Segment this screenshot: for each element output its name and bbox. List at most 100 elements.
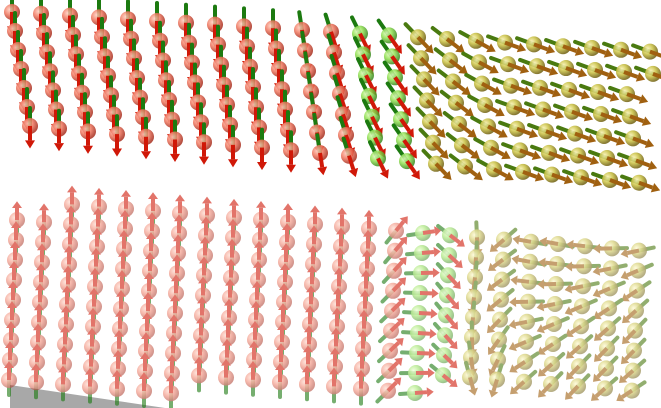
arrow-shaft [624, 349, 636, 361]
arrow-head [85, 367, 95, 375]
arrow-head [198, 276, 208, 284]
arrow-head [537, 279, 545, 290]
arrow-head [592, 288, 601, 298]
arrow-shaft [364, 74, 375, 90]
arrow-shaft [629, 114, 645, 124]
arrow-head [169, 314, 179, 322]
spin [399, 365, 435, 381]
spin [404, 265, 440, 281]
arrow-head [554, 109, 565, 120]
arrow-head [361, 269, 371, 277]
arrow-head [486, 303, 495, 312]
arrow-shaft [490, 298, 503, 309]
arrow-head [251, 301, 261, 308]
arrow-head [112, 148, 122, 157]
arrow-shaft [539, 85, 555, 95]
arrow-head [405, 128, 414, 138]
spin [421, 148, 452, 181]
arrow-head [488, 368, 498, 377]
arrow-head [564, 283, 573, 294]
arrow-head [119, 230, 129, 237]
arrow-shaft [454, 101, 469, 114]
arrow-head [140, 352, 150, 359]
arrow-shaft [434, 162, 448, 176]
spin [394, 144, 420, 180]
spin [379, 297, 406, 324]
arrow-head [332, 307, 342, 315]
arrow-shaft [542, 302, 556, 309]
spin [553, 103, 594, 122]
spin [138, 116, 154, 160]
arrow-shaft [570, 284, 584, 291]
arrow-head [146, 232, 156, 239]
arrow-shaft [344, 134, 353, 150]
arrow-shaft [493, 238, 506, 249]
spin [55, 365, 71, 402]
arrow-head [449, 340, 458, 350]
spin [436, 68, 471, 96]
arrow-head [170, 294, 180, 302]
arrow-shaft [569, 364, 581, 377]
arrow-shaft [448, 233, 461, 245]
spin [492, 77, 533, 96]
arrow-head [257, 162, 267, 171]
spin [620, 337, 647, 365]
arrow-head [121, 190, 131, 197]
arrow-shaft [386, 380, 398, 393]
arrow-shaft [478, 60, 493, 71]
arrow-head [25, 140, 35, 149]
spin [464, 72, 502, 95]
arrow-shaft [484, 103, 499, 114]
spin [510, 369, 538, 395]
arrow-head [467, 128, 477, 138]
arrow-head [307, 265, 317, 273]
arrow-head [8, 281, 18, 288]
arrow-head [336, 227, 346, 235]
arrow-head [396, 65, 405, 75]
arrow-head [331, 327, 341, 335]
spin [433, 47, 468, 74]
spin [489, 55, 530, 74]
spin [194, 296, 210, 333]
arrow-head [449, 378, 458, 388]
arrow-head [83, 145, 93, 154]
arrow-head [194, 356, 204, 364]
arrow-head [452, 280, 461, 289]
arrow-head [411, 170, 420, 180]
arrow-head [281, 243, 291, 250]
spin [592, 280, 626, 298]
arrow-shaft [390, 300, 402, 313]
arrow-shaft [376, 157, 387, 173]
arrow-head [428, 348, 436, 359]
arrow-shaft [338, 93, 347, 109]
arrow-head [433, 246, 441, 257]
arrow-head [228, 159, 238, 168]
arrow-head [286, 164, 296, 173]
spin [368, 140, 389, 179]
arrow-shaft [490, 318, 502, 330]
spin [163, 374, 179, 408]
arrow-head [616, 393, 625, 402]
arrow-shaft [574, 131, 590, 141]
spin [445, 132, 480, 159]
spin [565, 315, 596, 338]
arrow-head [618, 158, 629, 168]
arrow-head [548, 66, 559, 76]
spin [391, 123, 417, 159]
spin [537, 276, 573, 292]
arrow-head [486, 282, 496, 291]
arrow-head [557, 131, 568, 141]
spin [113, 290, 129, 326]
arrow-head [302, 365, 312, 373]
panel-edge [10, 385, 165, 408]
arrow-head [586, 133, 597, 144]
arrow-head [92, 227, 102, 235]
arrow-head [253, 261, 263, 268]
arrow-shaft [446, 273, 458, 286]
arrow-head [224, 298, 234, 306]
arrow-shaft [594, 386, 607, 398]
spin [565, 353, 592, 380]
arrow-shaft [562, 44, 578, 54]
arrow-head [357, 349, 367, 357]
